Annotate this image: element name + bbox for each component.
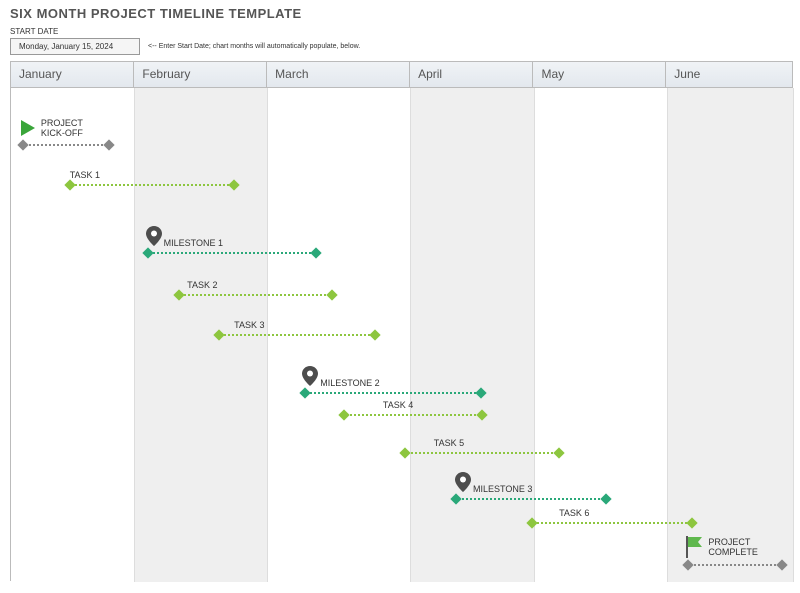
task-label: TASK 4 bbox=[383, 400, 486, 410]
task-label: TASK 5 bbox=[434, 438, 563, 448]
month-header-may: May bbox=[533, 62, 666, 87]
map-pin-icon bbox=[146, 226, 162, 248]
timeline-item-5: MILESTONE 2 bbox=[301, 366, 485, 391]
month-header-january: January bbox=[11, 62, 134, 87]
month-header-april: April bbox=[410, 62, 533, 87]
timeline-item-6: TASK 4 bbox=[340, 400, 486, 413]
task-label: TASK 6 bbox=[559, 508, 696, 518]
timeline-item-8: MILESTONE 3 bbox=[452, 472, 610, 497]
start-date-hint: <-- Enter Start Date; chart months will … bbox=[148, 43, 360, 50]
task-label: TASK 2 bbox=[187, 280, 336, 290]
flag-icon bbox=[684, 536, 704, 560]
timeline-item-0: PROJECTKICK-OFF bbox=[19, 118, 113, 143]
map-pin-icon bbox=[455, 472, 471, 494]
template-title: SIX MONTH PROJECT TIMELINE TEMPLATE bbox=[10, 6, 794, 21]
month-column-january bbox=[11, 88, 135, 582]
month-column-april bbox=[411, 88, 535, 582]
milestone-label: MILESTONE 1 bbox=[164, 238, 223, 248]
timeline-item-7: TASK 5 bbox=[401, 438, 563, 451]
month-header-february: February bbox=[134, 62, 267, 87]
timeline-chart: JanuaryFebruaryMarchAprilMayJune PROJECT… bbox=[10, 61, 793, 581]
start-date-label: START DATE bbox=[10, 27, 794, 36]
task-label: TASK 3 bbox=[234, 320, 379, 330]
map-pin-icon bbox=[302, 366, 318, 388]
timeline-item-1: TASK 1 bbox=[66, 170, 238, 183]
play-icon bbox=[19, 119, 37, 139]
start-date-input[interactable]: Monday, January 15, 2024 bbox=[10, 38, 140, 55]
kickoff-label: PROJECTKICK-OFF bbox=[41, 118, 83, 138]
timeline-item-3: TASK 2 bbox=[175, 280, 336, 293]
month-header-june: June bbox=[666, 62, 792, 87]
milestone-label: MILESTONE 3 bbox=[473, 484, 532, 494]
complete-label: PROJECTCOMPLETE bbox=[708, 537, 758, 557]
timeline-item-2: MILESTONE 1 bbox=[144, 226, 320, 251]
timeline-item-4: TASK 3 bbox=[215, 320, 379, 333]
task-label: TASK 1 bbox=[70, 170, 238, 180]
timeline-item-9: TASK 6 bbox=[528, 508, 696, 521]
milestone-label: MILESTONE 2 bbox=[320, 378, 379, 388]
month-header-march: March bbox=[267, 62, 410, 87]
timeline-item-10: PROJECTCOMPLETE bbox=[684, 536, 786, 563]
